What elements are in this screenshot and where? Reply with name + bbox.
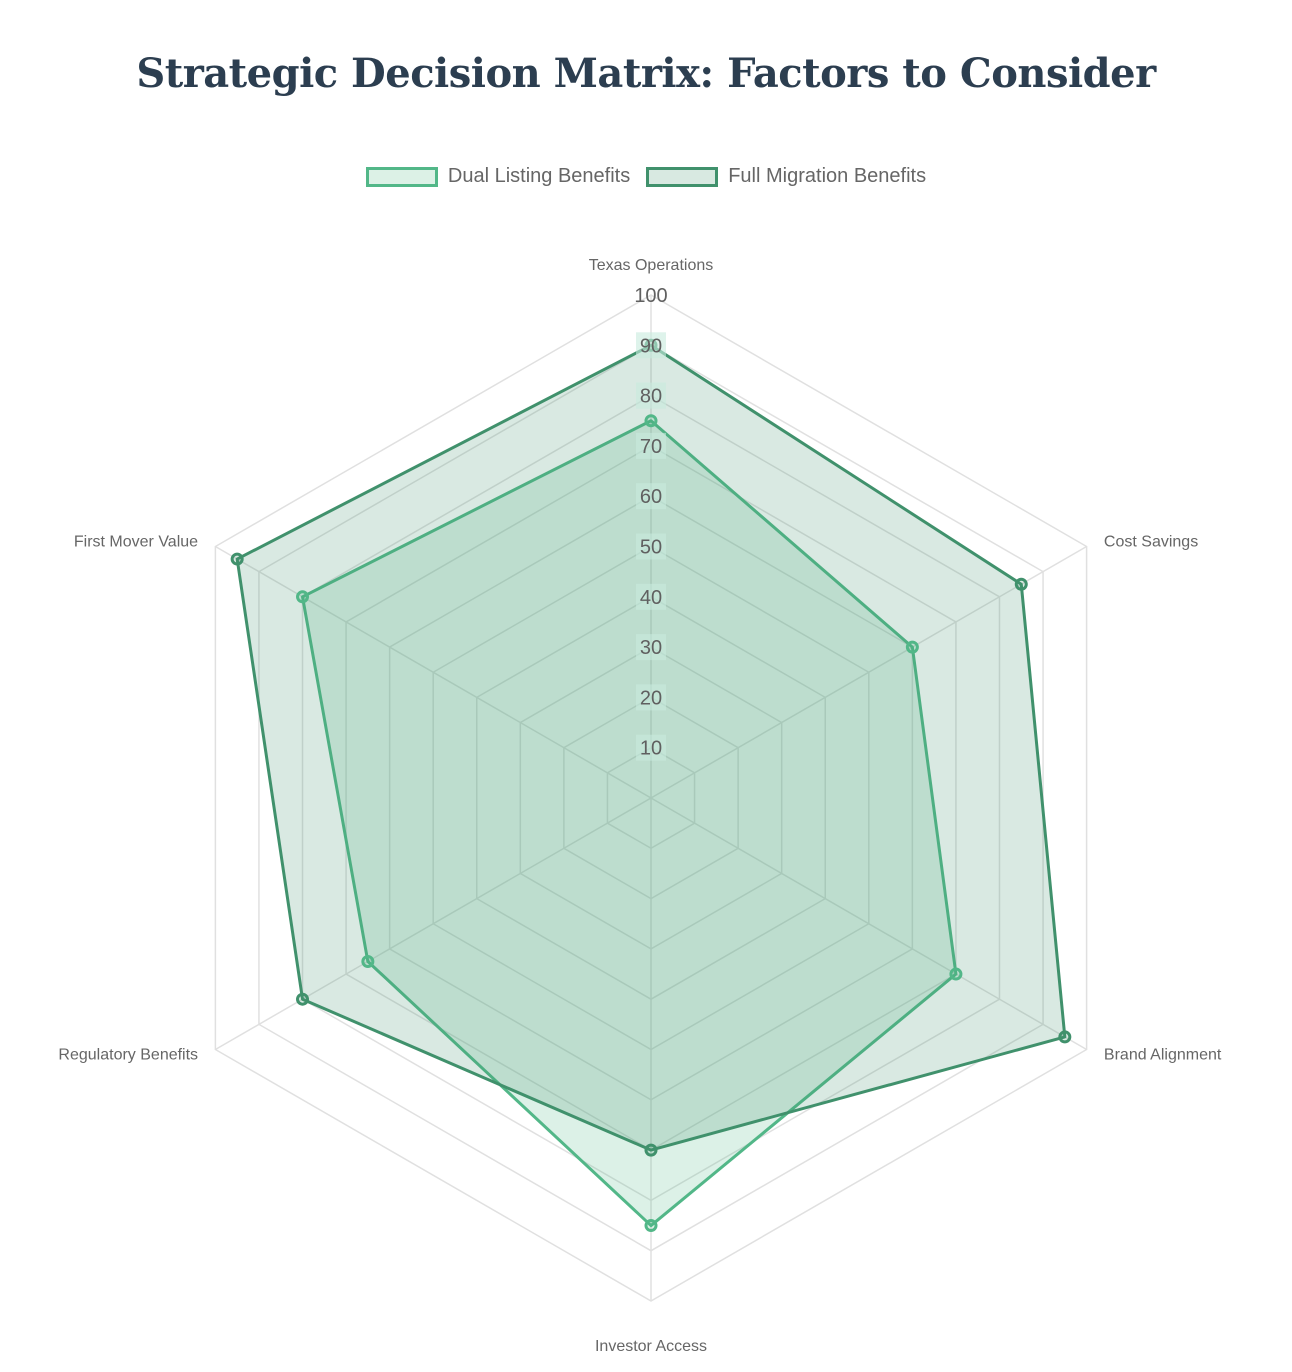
- tick-label: 60: [640, 486, 662, 508]
- grid-spoke: [650, 545, 1087, 799]
- axis-label: Regulatory Benefits: [58, 1047, 198, 1064]
- axis-label: Brand Alignment: [1104, 1047, 1222, 1064]
- tick-backdrop: [636, 734, 666, 761]
- data-point[interactable]: [1014, 577, 1028, 591]
- legend-swatch-dual-listing: [365, 166, 438, 187]
- data-point[interactable]: [296, 590, 310, 604]
- tick-label: 40: [640, 587, 662, 609]
- series-area-dual-listing: [301, 419, 958, 1228]
- legend-item-full-migration[interactable]: Full Migration Benefits: [646, 165, 926, 188]
- grid-spoke: [215, 797, 652, 1051]
- axis-label: Cost Savings: [1104, 534, 1198, 551]
- data-point[interactable]: [1058, 1030, 1072, 1044]
- tick-label: 10: [640, 738, 662, 760]
- radar-axis-labels: Texas Operations Cost Savings Brand Alignm…: [58, 257, 1221, 1355]
- tick-backdrop: [636, 634, 666, 661]
- legend-swatch-full-migration: [646, 166, 719, 187]
- tick-backdrop: [636, 432, 666, 459]
- tick-label: 20: [640, 687, 662, 709]
- axis-label: Texas Operations: [589, 257, 714, 274]
- axis-label: Investor Access: [595, 1338, 707, 1355]
- data-point[interactable]: [949, 967, 963, 981]
- tick-backdrop: [636, 583, 666, 610]
- legend-label-dual-listing: Dual Listing Benefits: [447, 165, 631, 187]
- data-point[interactable]: [361, 954, 375, 968]
- tick-label: 50: [640, 537, 662, 559]
- radar-series: [230, 338, 1072, 1233]
- legend-item-dual-listing[interactable]: Dual Listing Benefits: [365, 165, 631, 188]
- tick-label: 100: [634, 285, 667, 307]
- tick-label: 80: [640, 386, 662, 408]
- tick-backdrop: [636, 684, 666, 711]
- tick-backdrop: [636, 483, 666, 510]
- data-point[interactable]: [230, 552, 244, 566]
- radar-ticks: 10 20 30 40 50 60 70 80 90 100: [634, 285, 668, 761]
- tick-backdrop: [636, 332, 666, 359]
- data-point[interactable]: [296, 992, 310, 1006]
- data-point[interactable]: [644, 1143, 658, 1157]
- axis-label: First Mover Value: [74, 534, 198, 551]
- chart-title: Strategic Decision Matrix: Factors to Co…: [136, 50, 1156, 97]
- legend-label-full-migration: Full Migration Benefits: [728, 165, 927, 187]
- data-point[interactable]: [644, 1219, 658, 1233]
- tick-label: 30: [640, 637, 662, 659]
- tick-label: 90: [640, 335, 662, 357]
- tick-backdrop: [636, 533, 666, 560]
- legend: Dual Listing Benefits Full Migration Ben…: [0, 165, 1292, 188]
- tick-backdrop: [636, 382, 666, 409]
- data-point[interactable]: [905, 640, 919, 654]
- grid-spoke: [215, 545, 652, 799]
- tick-label: 70: [640, 436, 662, 458]
- grid-spoke: [650, 797, 1087, 1051]
- data-point[interactable]: [644, 414, 658, 428]
